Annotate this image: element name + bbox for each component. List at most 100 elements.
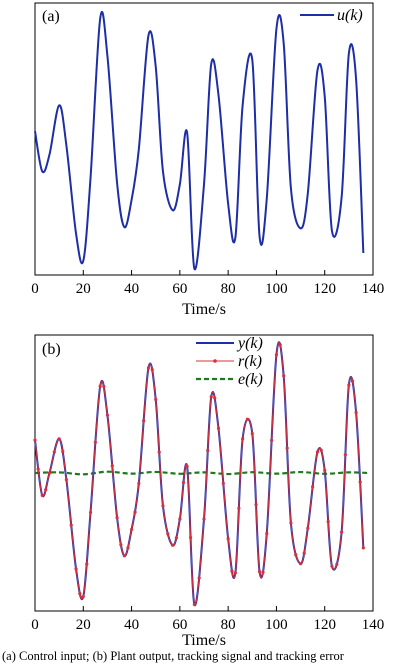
series-r-point xyxy=(250,431,254,436)
series-r-point xyxy=(330,564,334,568)
series-r-point xyxy=(274,353,279,357)
series-r-point xyxy=(265,531,269,536)
x-tick-label: 80 xyxy=(221,281,236,297)
series-r-point xyxy=(61,449,65,454)
series-r-point xyxy=(261,570,265,574)
series-r-point xyxy=(93,440,97,444)
series-r-point xyxy=(257,569,262,574)
series-r-point xyxy=(206,448,210,453)
series-r-point xyxy=(358,480,362,484)
series-r-point xyxy=(36,467,40,471)
series-r-point xyxy=(69,523,73,527)
panel-b: 0 20 40 60 80 100 120 140 (b) y(k) r(k) e(k) Ti… xyxy=(31,334,384,649)
series-r-point xyxy=(354,410,358,415)
x-axis-label-a: Time/s xyxy=(182,301,226,318)
x-tick-label: 140 xyxy=(362,617,385,633)
legend-label-u: u(k) xyxy=(337,7,363,24)
series-r-point xyxy=(335,562,339,567)
series-r-point xyxy=(282,374,286,378)
series-r-point xyxy=(361,546,365,550)
plot-frame-a xyxy=(34,2,374,276)
x-tick-label: 120 xyxy=(313,617,336,633)
x-tick-label: 60 xyxy=(172,281,187,297)
series-r-point xyxy=(254,503,258,507)
x-ticks-b: 0 20 40 60 80 100 120 140 xyxy=(31,606,384,633)
figure-caption: (a) Control input; (b) Plant output, tra… xyxy=(2,649,344,663)
series-r-point xyxy=(178,517,182,521)
series-r-point xyxy=(171,543,175,547)
x-tick-label: 140 xyxy=(362,281,385,297)
series-r-point xyxy=(311,485,315,489)
series-r-point xyxy=(226,537,230,541)
series-r-point xyxy=(110,464,114,468)
series-r-point xyxy=(64,477,68,482)
series-r-point xyxy=(343,453,347,457)
series-r-point xyxy=(115,516,119,520)
series-r-point xyxy=(129,527,134,532)
series-r-point xyxy=(270,438,274,442)
series-r-point xyxy=(126,546,130,550)
series-r-point xyxy=(154,397,158,401)
series-r-point xyxy=(81,594,85,599)
series-r-point xyxy=(146,366,151,370)
series-r-point xyxy=(306,526,310,530)
series-r-point xyxy=(294,553,298,557)
series-r-point xyxy=(230,569,234,573)
series-r-point xyxy=(122,554,126,558)
legend-label-e: e(k) xyxy=(238,371,263,388)
series-r-point xyxy=(150,368,154,372)
series-r-point xyxy=(47,471,52,475)
series-r-point xyxy=(174,536,178,540)
series-r-point xyxy=(40,493,44,497)
legend-marker-r xyxy=(213,359,217,363)
series-r-point xyxy=(74,567,78,571)
series-r-point xyxy=(181,480,186,485)
series-r-point xyxy=(192,602,196,607)
series-r-point xyxy=(319,448,323,453)
x-tick-label: 20 xyxy=(76,281,91,297)
series-r-point xyxy=(166,532,170,536)
x-tick-label: 100 xyxy=(265,617,288,633)
series-r-markers xyxy=(33,343,365,607)
x-tick-label: 20 xyxy=(76,617,91,633)
series-r-point xyxy=(323,468,327,472)
series-r-point xyxy=(88,510,93,515)
legend-label-y: y(k) xyxy=(236,335,263,352)
x-tick-label: 120 xyxy=(313,281,336,297)
x-tick-label: 0 xyxy=(31,281,39,297)
series-r-point xyxy=(78,591,82,596)
x-tick-label: 100 xyxy=(265,281,288,297)
x-tick-label: 80 xyxy=(221,617,236,633)
series-r-point xyxy=(209,395,213,399)
series-r-point xyxy=(285,446,289,450)
legend-label-r: r(k) xyxy=(238,353,262,370)
series-r-point xyxy=(340,530,344,534)
series-r-point xyxy=(188,535,193,540)
series-e-line xyxy=(34,470,369,476)
series-r-point xyxy=(315,450,320,454)
series-r-point xyxy=(137,481,141,486)
series-r-point xyxy=(326,520,330,524)
series-r-point xyxy=(302,551,306,555)
series-r-point xyxy=(57,437,61,441)
series-r-point xyxy=(98,384,102,388)
series-r-point xyxy=(221,481,225,485)
series-r-point xyxy=(298,562,303,566)
x-tick-label: 40 xyxy=(124,617,139,633)
series-r-point xyxy=(44,488,48,492)
series-r-point xyxy=(289,521,293,525)
series-r-point xyxy=(347,383,351,387)
series-r-point xyxy=(133,510,137,514)
series-r-point xyxy=(197,576,201,580)
panel-a: 0 20 40 60 80 100 120 140 (a) u(k) Time/s xyxy=(31,2,385,318)
series-r-line xyxy=(34,341,364,606)
x-tick-label: 40 xyxy=(124,281,139,297)
series-u-line xyxy=(34,10,365,271)
series-r-point xyxy=(85,562,89,566)
series-r-point xyxy=(142,419,146,423)
series-r-point xyxy=(278,343,282,347)
series-r-point xyxy=(105,413,110,417)
series-r-point xyxy=(245,417,250,421)
series-r-point xyxy=(102,384,106,389)
